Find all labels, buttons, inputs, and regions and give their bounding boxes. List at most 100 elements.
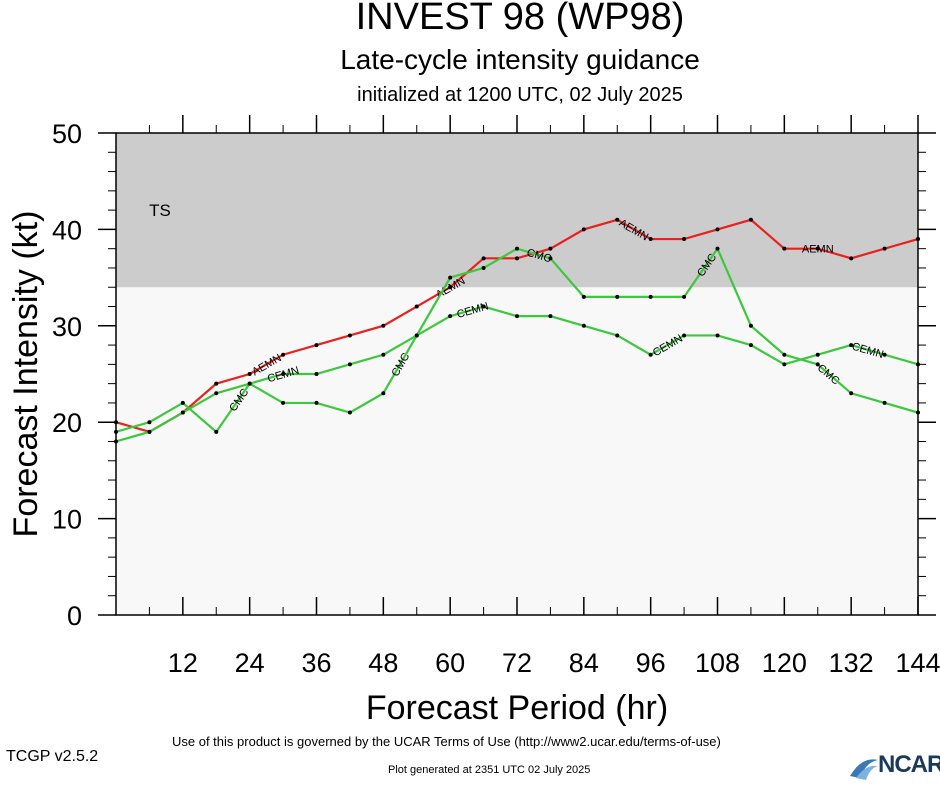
data-point-cemn	[782, 362, 787, 367]
data-point-cmc	[381, 391, 386, 396]
data-point-aemn	[815, 246, 820, 251]
data-point-cemn	[515, 314, 519, 319]
data-point-cmc	[147, 420, 152, 425]
data-point-cemn	[648, 352, 653, 357]
data-point-cemn	[682, 333, 687, 338]
data-point-aemn	[414, 304, 419, 309]
data-point-cmc	[849, 391, 854, 396]
data-point-cmc	[448, 275, 453, 280]
x-tick-label: 120	[762, 648, 807, 678]
data-point-aemn	[782, 246, 787, 251]
x-tick-label: 108	[695, 648, 740, 678]
x-tick-label: 84	[569, 648, 599, 678]
data-point-cmc	[548, 256, 553, 261]
data-point-cemn	[281, 372, 286, 376]
intensity-band-1	[116, 133, 918, 288]
data-point-aemn	[748, 217, 753, 222]
data-point-cmc	[214, 429, 219, 434]
data-point-cmc	[481, 265, 486, 270]
data-point-cemn	[615, 333, 620, 338]
data-point-aemn	[581, 227, 586, 232]
data-point-cemn	[314, 372, 319, 376]
data-point-aemn	[247, 372, 252, 376]
data-point-cemn	[414, 333, 419, 338]
data-point-cemn	[715, 333, 720, 338]
data-point-cemn	[347, 362, 352, 367]
x-tick-label: 132	[829, 648, 874, 678]
series-label-text-aemn: AEMN	[802, 244, 834, 256]
series-label-aemn: AEMN	[802, 244, 834, 256]
ncar-swoosh-icon	[850, 759, 878, 780]
plot-generated-text: Plot generated at 2351 UTC 02 July 2025	[388, 764, 591, 776]
x-tick-label: 96	[636, 648, 666, 678]
data-point-cemn	[581, 323, 586, 328]
data-point-cemn	[180, 410, 185, 415]
x-tick-label: 48	[368, 648, 398, 678]
band-label-ts: TS	[149, 201, 171, 220]
data-point-cmc	[815, 362, 820, 367]
data-point-cmc	[615, 294, 620, 299]
data-point-aemn	[615, 217, 620, 222]
data-point-cemn	[247, 381, 252, 386]
x-axis-label: Forecast Period (hr)	[366, 689, 668, 727]
chart-title: INVEST 98 (WP98)	[355, 0, 685, 38]
data-point-cemn	[882, 352, 887, 357]
data-point-aemn	[648, 237, 653, 242]
intensity-band-0	[116, 287, 918, 615]
x-tick-label: 36	[301, 648, 331, 678]
data-point-aemn	[715, 227, 720, 232]
data-point-cemn	[448, 314, 453, 319]
data-point-cemn	[849, 343, 854, 348]
data-point-aemn	[448, 285, 453, 290]
x-tick-label: 12	[168, 648, 198, 678]
data-point-cmc	[748, 323, 753, 328]
data-point-aemn	[515, 256, 519, 261]
x-tick-label: 72	[502, 648, 532, 678]
y-tick-label: 50	[52, 119, 82, 149]
y-tick-label: 10	[52, 505, 82, 535]
data-point-aemn	[347, 333, 352, 338]
data-point-aemn	[548, 246, 553, 251]
data-point-cmc	[715, 246, 720, 251]
y-tick-label: 20	[52, 408, 82, 438]
data-point-cmc	[648, 294, 653, 299]
data-point-cmc	[682, 294, 687, 299]
data-point-aemn	[682, 237, 687, 242]
data-point-cmc	[180, 400, 185, 405]
data-point-cemn	[815, 352, 820, 357]
x-tick-label: 144	[895, 648, 940, 678]
ncar-logo-text: NCAR	[878, 751, 940, 778]
y-tick-label: 40	[52, 215, 82, 245]
data-point-cemn	[481, 304, 486, 309]
initialization-time: initialized at 1200 UTC, 02 July 2025	[357, 84, 683, 106]
data-point-aemn	[882, 246, 887, 251]
data-point-aemn	[481, 256, 486, 261]
data-point-aemn	[314, 343, 319, 348]
data-point-cemn	[548, 314, 553, 319]
data-point-cmc	[515, 246, 519, 251]
data-point-cmc	[314, 400, 319, 405]
x-tick-label: 24	[235, 648, 265, 678]
data-point-cemn	[748, 343, 753, 348]
chart-subtitle: Late-cycle intensity guidance	[340, 44, 700, 75]
data-point-cmc	[347, 410, 352, 415]
x-tick-label: 60	[435, 648, 465, 678]
y-axis-label: Forecast Intensity (kt)	[7, 211, 45, 538]
data-point-cemn	[381, 352, 386, 357]
data-point-aemn	[281, 352, 286, 357]
ncar-logo: NCAR	[848, 751, 940, 780]
data-point-cemn	[147, 429, 152, 434]
data-point-aemn	[214, 381, 219, 386]
terms-of-use-text: Use of this product is governed by the U…	[172, 734, 721, 749]
data-point-aemn	[849, 256, 854, 261]
data-point-cmc	[281, 400, 286, 405]
y-tick-label: 30	[52, 312, 82, 342]
data-point-cemn	[214, 391, 219, 396]
data-point-cmc	[782, 352, 787, 357]
y-tick-label: 0	[67, 601, 82, 631]
version-label: TCGP v2.5.2	[6, 748, 99, 765]
data-point-cmc	[882, 400, 887, 405]
data-point-cmc	[581, 294, 586, 299]
data-point-aemn	[381, 323, 386, 328]
